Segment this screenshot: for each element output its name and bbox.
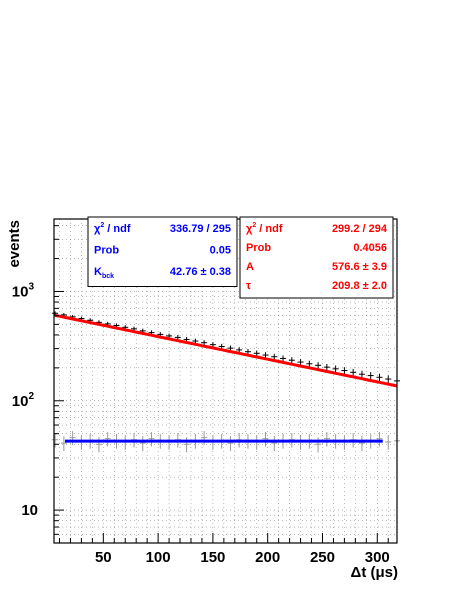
stat-box-1: χ2 / ndf 299.2 / 294 Prob 0.4056 A 576.6 ± 3.…	[239, 216, 394, 299]
x-tick-label: 150	[200, 549, 225, 566]
stat-label-main: K	[94, 266, 102, 278]
x-tick-label: 100	[146, 549, 171, 566]
y-tick-label: 103	[12, 281, 35, 300]
stat-label-main: Prob	[246, 242, 271, 254]
series-0	[52, 311, 400, 385]
stat-value: 0.05	[210, 245, 231, 257]
ticks	[54, 225, 389, 544]
stat-label-main: Prob	[94, 245, 119, 257]
stat-value: 209.8 ± 2.0	[332, 280, 387, 292]
stat-label-main: χ	[246, 223, 253, 235]
stat-label: χ2 / ndf	[246, 222, 283, 235]
stat-label-main: A	[246, 261, 254, 273]
stat-label-sub: bck	[102, 273, 114, 280]
y-tick-exponent: 3	[28, 281, 34, 292]
x-tick-label: 50	[95, 549, 112, 566]
x-axis-title: Δt (μs)	[351, 564, 398, 581]
stat-label-main: τ	[246, 280, 251, 292]
y-tick-label: 10	[21, 502, 38, 519]
stat-box-frame	[239, 216, 394, 299]
stat-value: 299.2 / 294	[332, 223, 388, 235]
fit-layer	[54, 313, 398, 443]
y-tick-base: 10	[12, 393, 29, 410]
stat-label: A	[246, 261, 254, 273]
fit-curve-0	[54, 313, 398, 388]
stat-label-main: χ	[94, 223, 101, 235]
x-tick-label: 250	[310, 549, 335, 566]
x-tick-label: 300	[365, 549, 390, 566]
y-tick-base: 10	[12, 283, 29, 300]
stat-label-rest: / ndf	[104, 223, 131, 235]
stat-label: Prob	[246, 242, 271, 254]
stat-box-0: χ2 / ndf 336.79 / 295 Prob 0.05 Kbck 42.76 ± …	[87, 216, 238, 287]
stat-label: Prob	[94, 245, 119, 257]
stat-value: 576.6 ± 3.9	[332, 261, 387, 273]
stat-label: τ	[246, 280, 251, 292]
stat-value: 0.4056	[353, 242, 387, 254]
y-axis-title: events	[6, 220, 23, 268]
x-tick-label: 200	[255, 549, 280, 566]
stat-box-frame	[87, 216, 238, 287]
stat-label: χ2 / ndf	[94, 222, 131, 235]
stat-label-sup: 2	[252, 222, 256, 229]
stat-label-sup: 2	[100, 222, 104, 229]
stat-label: Kbck	[94, 266, 114, 280]
stat-label-rest: / ndf	[256, 223, 283, 235]
stat-value: 336.79 / 295	[170, 223, 231, 235]
stat-value: 42.76 ± 0.38	[170, 266, 231, 278]
y-tick-label: 102	[12, 391, 35, 410]
y-tick-exponent: 2	[28, 391, 34, 402]
